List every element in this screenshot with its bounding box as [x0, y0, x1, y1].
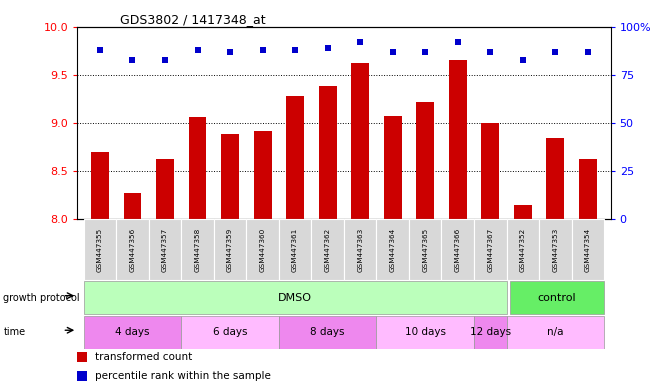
Bar [514, 205, 531, 219]
Bar [77, 371, 87, 381]
Bar [286, 96, 304, 219]
Text: GSM447363: GSM447363 [357, 227, 363, 272]
Text: 8 days: 8 days [311, 327, 345, 337]
Text: GSM447356: GSM447356 [130, 227, 136, 272]
Bar [123, 193, 142, 219]
Bar [376, 316, 474, 349]
Bar [221, 134, 239, 219]
Point [420, 49, 431, 55]
Point [582, 49, 593, 55]
Text: GSM447367: GSM447367 [487, 227, 493, 272]
Text: GSM447366: GSM447366 [455, 227, 461, 272]
Text: 12 days: 12 days [470, 327, 511, 337]
Point [550, 49, 561, 55]
Text: n/a: n/a [547, 327, 564, 337]
Bar [149, 219, 181, 280]
Bar [254, 131, 272, 219]
Text: GSM447354: GSM447354 [585, 227, 591, 272]
Text: control: control [537, 293, 576, 303]
Bar [507, 219, 539, 280]
Point [387, 49, 398, 55]
Point [290, 47, 301, 53]
Point [517, 56, 528, 63]
Bar [416, 102, 434, 219]
Text: GSM447355: GSM447355 [97, 227, 103, 272]
Bar [474, 219, 507, 280]
Bar [376, 219, 409, 280]
Bar [507, 316, 604, 349]
Text: GSM447352: GSM447352 [520, 227, 526, 272]
Text: 6 days: 6 days [213, 327, 248, 337]
Bar [539, 219, 572, 280]
Bar [311, 219, 344, 280]
Bar [116, 219, 149, 280]
Bar [409, 219, 442, 280]
Bar [84, 219, 116, 280]
Text: GSM447362: GSM447362 [325, 227, 331, 272]
Point [452, 39, 463, 45]
Bar [214, 219, 246, 280]
Text: percentile rank within the sample: percentile rank within the sample [95, 371, 270, 381]
Text: 4 days: 4 days [115, 327, 150, 337]
Bar [279, 316, 376, 349]
Bar [546, 138, 564, 219]
Text: GDS3802 / 1417348_at: GDS3802 / 1417348_at [120, 13, 266, 26]
Text: GSM447358: GSM447358 [195, 227, 201, 272]
Text: GSM447364: GSM447364 [390, 227, 396, 272]
Point [322, 45, 333, 51]
Text: growth protocol: growth protocol [3, 293, 80, 303]
Text: transformed count: transformed count [95, 352, 192, 362]
Bar [181, 316, 279, 349]
Bar [77, 352, 87, 362]
Bar [481, 123, 499, 219]
Point [485, 49, 496, 55]
Text: GSM447353: GSM447353 [552, 227, 558, 272]
Bar [189, 117, 207, 219]
Point [225, 49, 236, 55]
Point [257, 47, 268, 53]
Bar [474, 316, 507, 349]
Text: GSM447360: GSM447360 [260, 227, 266, 272]
Bar [449, 60, 466, 219]
Point [355, 39, 366, 45]
Bar [579, 159, 597, 219]
Point [160, 56, 170, 63]
Text: GSM447365: GSM447365 [422, 227, 428, 272]
Text: GSM447357: GSM447357 [162, 227, 168, 272]
Bar [510, 281, 604, 314]
Bar [351, 63, 369, 219]
Bar [279, 219, 311, 280]
Text: DMSO: DMSO [278, 293, 312, 303]
Bar [344, 219, 376, 280]
Text: GSM447361: GSM447361 [292, 227, 298, 272]
Point [192, 47, 203, 53]
Point [127, 56, 138, 63]
Text: GSM447359: GSM447359 [227, 227, 233, 272]
Point [95, 47, 105, 53]
Bar [84, 316, 181, 349]
Bar [384, 116, 402, 219]
Bar [319, 86, 337, 219]
Bar [442, 219, 474, 280]
Bar [181, 219, 214, 280]
Text: time: time [3, 327, 25, 337]
Bar [156, 159, 174, 219]
Text: 10 days: 10 days [405, 327, 446, 337]
Bar [572, 219, 604, 280]
Bar [91, 152, 109, 219]
Bar [84, 281, 507, 314]
Bar [246, 219, 279, 280]
